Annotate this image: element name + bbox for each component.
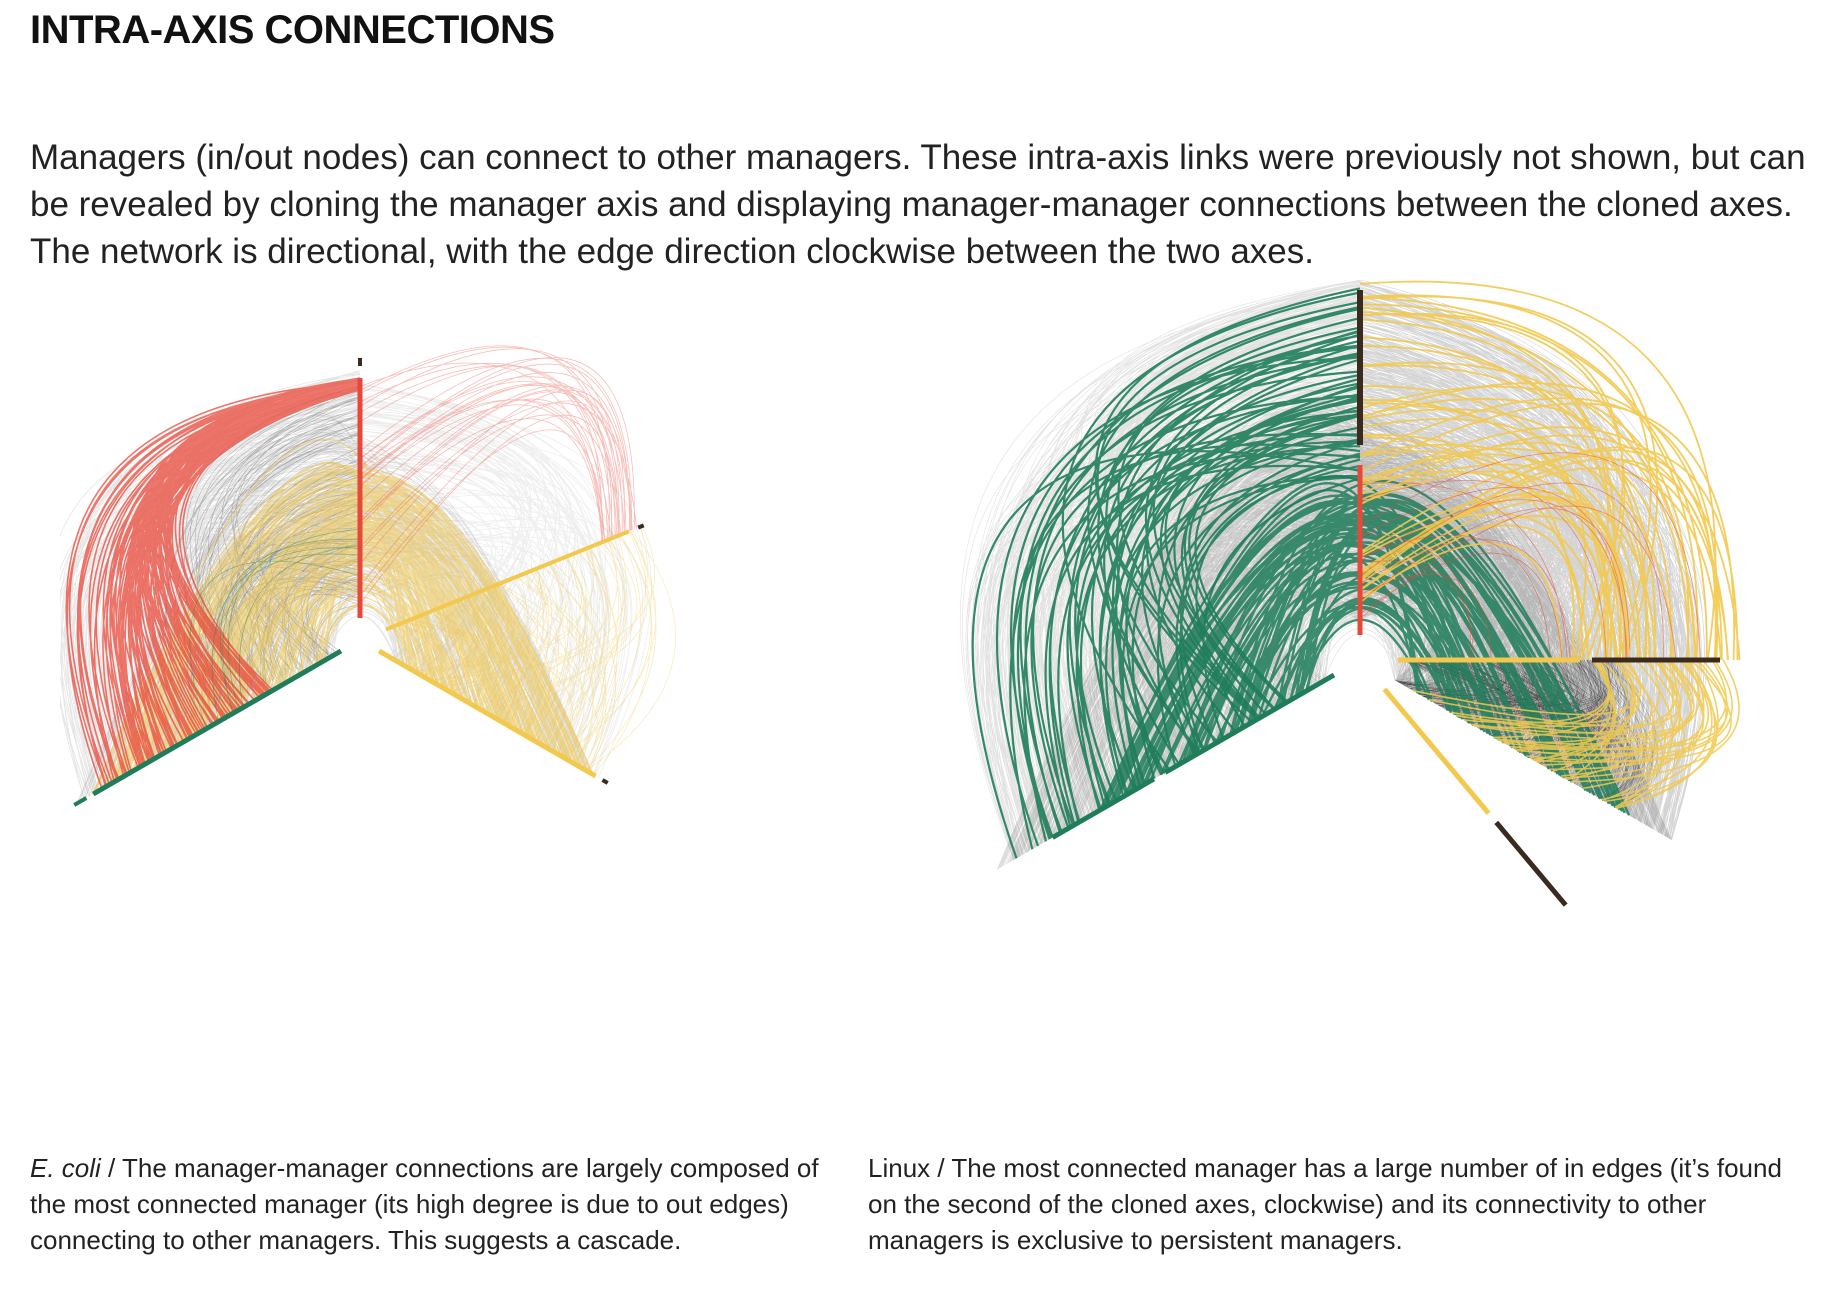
- ecoli-axes: [73, 358, 645, 807]
- linux-axes: [1051, 290, 1720, 907]
- link-bundle: [1412, 659, 1740, 809]
- ecoli-caption-organism: E. coli: [30, 1153, 101, 1183]
- linux-red-links: [1359, 452, 1701, 661]
- axis-green-clone: [1051, 776, 1156, 840]
- axis-yellow: [385, 529, 630, 632]
- ecoli-caption: E. coli / The manager-manager connection…: [30, 1150, 830, 1258]
- ecoli-red-links: [65, 345, 637, 790]
- axis-yellow: [1382, 687, 1491, 815]
- linux-yellow-links: [1359, 280, 1741, 809]
- ecoli-yellow-links: [91, 438, 676, 795]
- linux-hive-plot: [960, 280, 1741, 907]
- ecoli-hive-plot: [60, 345, 676, 807]
- axis-green-clone: [73, 796, 88, 807]
- intro-paragraph: Managers (in/out nodes) can connect to o…: [30, 138, 1806, 271]
- linux-green-links: [971, 287, 1631, 859]
- link-bundle: [1359, 452, 1701, 661]
- axis-green: [1163, 672, 1336, 775]
- link-bundle: [1359, 280, 1741, 661]
- link-bundle: [359, 345, 637, 605]
- link-bundle: [91, 438, 594, 795]
- link-bundle: [189, 528, 361, 730]
- linux-caption: Linux / The most connected manager has a…: [868, 1150, 1818, 1258]
- linux-caption-text: / The most connected manager has a large…: [868, 1153, 1782, 1255]
- axis-cap: [601, 778, 609, 785]
- link-bundle: [971, 287, 1361, 859]
- ecoli-green-links: [189, 528, 361, 730]
- axis-green: [92, 648, 343, 797]
- axis-cap: [637, 523, 645, 530]
- page-title: INTRA-AXIS CONNECTIONS: [30, 8, 555, 52]
- axis-dark: [1494, 820, 1568, 907]
- link-bundle: [389, 525, 676, 776]
- link-bundle: [65, 377, 361, 790]
- linux-caption-organism: Linux: [868, 1153, 931, 1183]
- axis-yellow: [377, 648, 597, 779]
- ecoli-caption-text: / The manager-manager connections are la…: [30, 1153, 819, 1255]
